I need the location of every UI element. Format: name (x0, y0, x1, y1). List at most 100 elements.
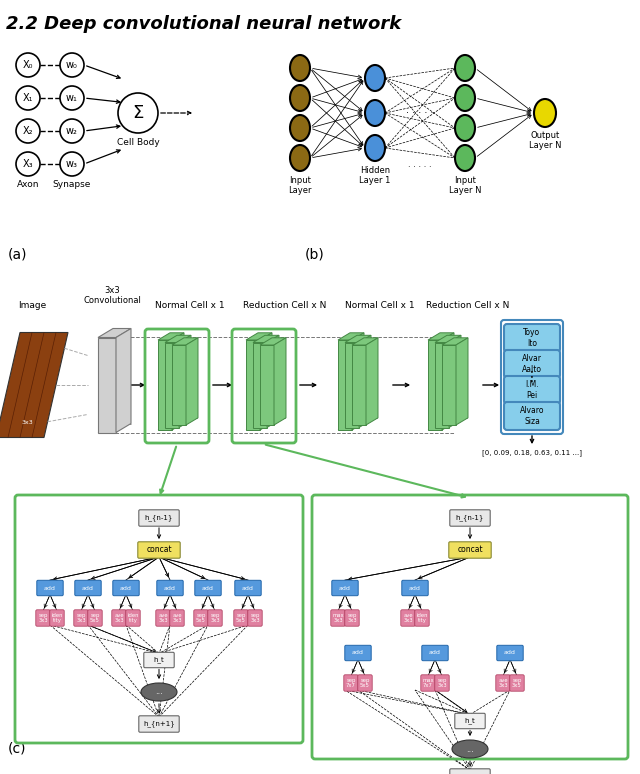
FancyBboxPatch shape (504, 402, 560, 430)
Ellipse shape (290, 85, 310, 111)
Polygon shape (352, 345, 366, 425)
Polygon shape (253, 335, 279, 343)
FancyBboxPatch shape (113, 580, 140, 596)
Polygon shape (98, 337, 116, 433)
Polygon shape (165, 335, 191, 343)
Text: sep
3x5: sep 3x5 (512, 677, 522, 688)
FancyBboxPatch shape (36, 610, 50, 626)
Text: iden
tity: iden tity (416, 612, 428, 623)
FancyBboxPatch shape (126, 610, 140, 626)
Text: add: add (202, 585, 214, 591)
Ellipse shape (365, 135, 385, 161)
Text: ave
3x3: ave 3x3 (172, 612, 182, 623)
Polygon shape (267, 335, 279, 427)
Text: sep
5x5: sep 5x5 (236, 612, 246, 623)
Text: sep
7x7: sep 7x7 (346, 677, 356, 688)
Polygon shape (428, 340, 442, 430)
Text: · · · · ·: · · · · · (408, 163, 432, 172)
Text: Output
Layer N: Output Layer N (529, 131, 561, 150)
FancyBboxPatch shape (194, 610, 208, 626)
Text: add: add (44, 585, 56, 591)
FancyBboxPatch shape (144, 652, 174, 668)
Text: max
7x7: max 7x7 (422, 677, 434, 688)
Ellipse shape (455, 145, 475, 171)
Circle shape (60, 152, 84, 176)
Text: Axon: Axon (17, 180, 39, 189)
FancyBboxPatch shape (415, 610, 429, 626)
Text: 3x3: 3x3 (21, 420, 33, 425)
FancyBboxPatch shape (497, 646, 524, 661)
Polygon shape (352, 333, 364, 430)
Text: Image: Image (18, 301, 46, 310)
Polygon shape (359, 335, 371, 427)
Text: Reduction Cell x N: Reduction Cell x N (243, 301, 326, 310)
FancyBboxPatch shape (331, 610, 345, 626)
Text: ave
3x3: ave 3x3 (158, 612, 168, 623)
FancyBboxPatch shape (75, 580, 101, 596)
Text: h_t: h_t (465, 717, 476, 724)
Text: Alvar
Aalto: Alvar Aalto (522, 354, 542, 374)
Text: add: add (164, 585, 176, 591)
Text: add: add (429, 650, 441, 656)
Text: ave
3x3: ave 3x3 (403, 612, 413, 623)
FancyBboxPatch shape (358, 675, 372, 691)
Text: Alvaro
Siza: Alvaro Siza (520, 406, 544, 426)
FancyBboxPatch shape (344, 675, 358, 691)
FancyBboxPatch shape (421, 675, 435, 691)
Text: iden
tity: iden tity (127, 612, 139, 623)
Text: (a): (a) (8, 248, 28, 262)
Text: (c): (c) (8, 742, 26, 756)
Text: Normal Cell x 1: Normal Cell x 1 (345, 301, 415, 310)
Text: h_t: h_t (154, 656, 164, 663)
Text: w₃: w₃ (66, 159, 78, 169)
Polygon shape (158, 333, 184, 340)
Polygon shape (260, 333, 272, 430)
FancyBboxPatch shape (170, 610, 184, 626)
Circle shape (16, 119, 40, 143)
Text: ...: ... (466, 745, 474, 754)
Polygon shape (186, 337, 198, 425)
Circle shape (60, 86, 84, 110)
Text: (b): (b) (305, 248, 324, 262)
Polygon shape (338, 340, 352, 430)
Ellipse shape (290, 115, 310, 141)
Text: sep
5x5: sep 5x5 (360, 677, 370, 688)
FancyBboxPatch shape (50, 610, 64, 626)
FancyBboxPatch shape (345, 646, 371, 661)
Text: w₁: w₁ (66, 93, 78, 103)
Polygon shape (352, 337, 378, 345)
Circle shape (16, 152, 40, 176)
Circle shape (16, 86, 40, 110)
Text: Normal Cell x 1: Normal Cell x 1 (155, 301, 225, 310)
Polygon shape (253, 343, 267, 427)
Text: · · · · ·: · · · · · (406, 108, 434, 118)
Ellipse shape (452, 740, 488, 758)
FancyBboxPatch shape (112, 610, 126, 626)
Text: X₁: X₁ (23, 93, 33, 103)
Polygon shape (435, 343, 449, 427)
Polygon shape (246, 333, 272, 340)
Circle shape (60, 119, 84, 143)
FancyBboxPatch shape (401, 610, 415, 626)
Polygon shape (338, 333, 364, 340)
Ellipse shape (290, 55, 310, 81)
FancyBboxPatch shape (88, 610, 102, 626)
FancyBboxPatch shape (248, 610, 262, 626)
Polygon shape (260, 337, 286, 345)
FancyBboxPatch shape (138, 542, 180, 558)
Text: I.M.
Pei: I.M. Pei (525, 380, 539, 399)
Text: ave
3x3: ave 3x3 (114, 612, 124, 623)
Text: add: add (120, 585, 132, 591)
Text: [0, 0.09, 0.18, 0.63, 0.11 ...]: [0, 0.09, 0.18, 0.63, 0.11 ...] (482, 449, 582, 456)
Text: add: add (339, 585, 351, 591)
Text: ave
3x3: ave 3x3 (498, 677, 508, 688)
Polygon shape (428, 333, 454, 340)
Polygon shape (172, 337, 198, 345)
Text: Reduction Cell x N: Reduction Cell x N (426, 301, 509, 310)
Polygon shape (435, 335, 461, 343)
Text: add: add (409, 585, 421, 591)
Text: Hidden
Layer 1: Hidden Layer 1 (359, 166, 390, 186)
Polygon shape (274, 337, 286, 425)
Text: ⋮: ⋮ (525, 370, 539, 384)
Text: X₂: X₂ (23, 126, 33, 136)
